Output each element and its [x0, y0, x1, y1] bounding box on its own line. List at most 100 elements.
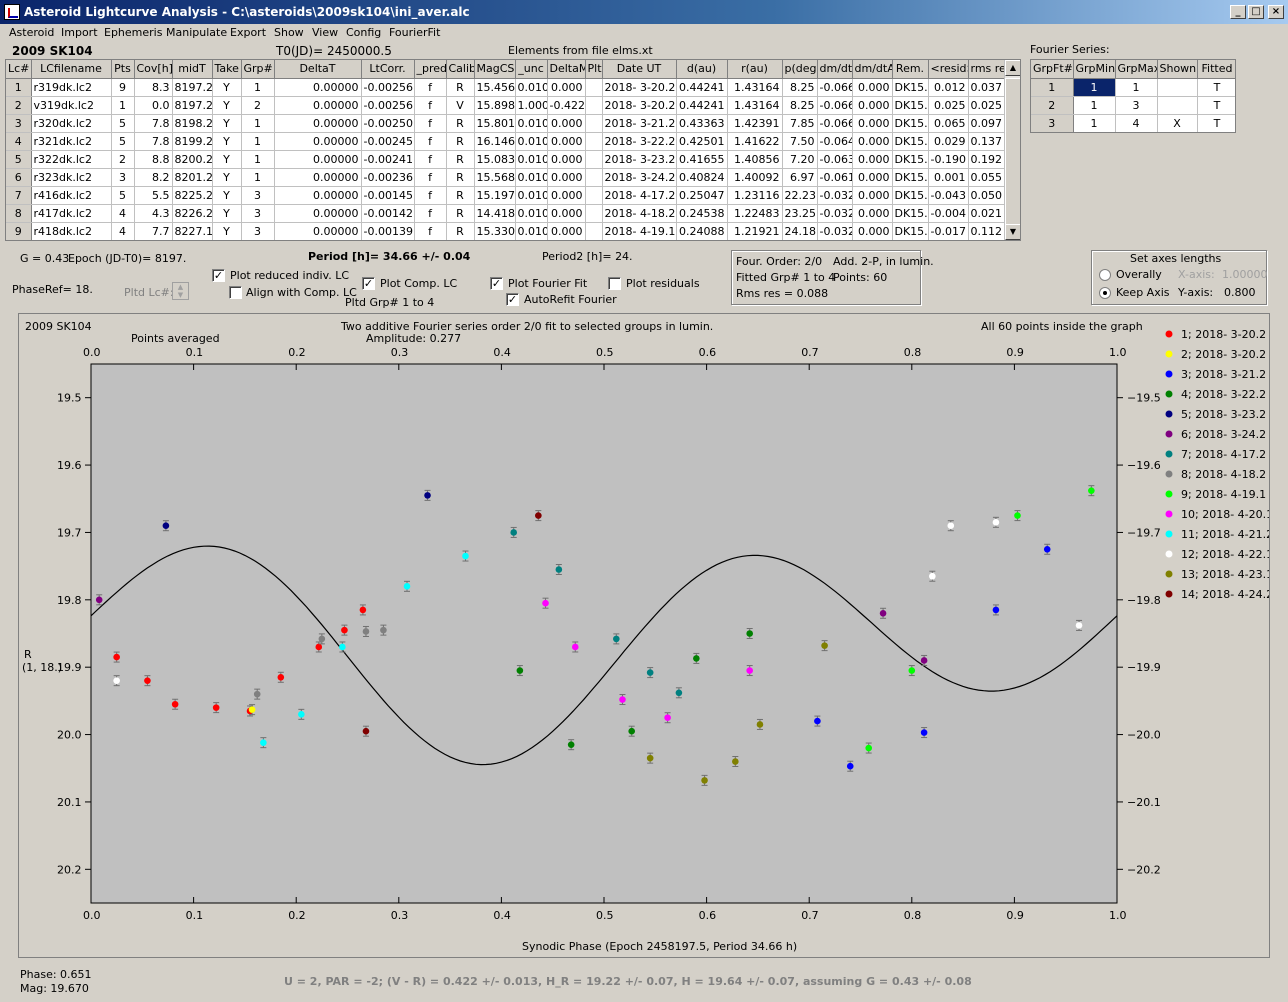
lc-cell[interactable]: 1.40856: [727, 150, 783, 169]
lc-cell[interactable]: 0.25047: [676, 186, 728, 205]
lc-cell[interactable]: 8.25: [782, 96, 818, 115]
lc-cell[interactable]: R: [446, 114, 475, 133]
lc-cell[interactable]: 22.23: [782, 186, 818, 205]
minimize-button[interactable]: _: [1230, 5, 1246, 19]
lc-cell[interactable]: 8198.2: [172, 114, 213, 133]
pltd-lc-spinner[interactable]: ▲ ▼: [172, 282, 189, 300]
lc-cell[interactable]: 14.418: [474, 204, 516, 223]
lc-cell[interactable]: R: [446, 168, 475, 187]
lc-col-header[interactable]: d(au): [676, 60, 728, 79]
scroll-down-icon[interactable]: ▼: [1005, 224, 1020, 240]
lc-cell[interactable]: 15.456: [474, 78, 516, 97]
lc-table-row[interactable]: 3 r320dk.lc2 5 7.8 8198.2 Y 1 0.00000 -0.00250 f R…: [6, 114, 1005, 133]
lc-cell[interactable]: -0.00145: [361, 186, 415, 205]
ft-cell[interactable]: 1: [1073, 78, 1116, 97]
menu-fourierfit[interactable]: FourierFit: [389, 26, 441, 39]
lc-cell[interactable]: r417dk.lc2: [31, 204, 112, 223]
lc-cell[interactable]: 4: [111, 222, 135, 240]
ft-cell[interactable]: [1157, 78, 1198, 97]
lc-cell[interactable]: Y: [212, 222, 242, 240]
ft-cell[interactable]: 1: [1115, 78, 1158, 97]
lc-cell[interactable]: 0.000: [852, 150, 893, 169]
lc-cell[interactable]: -0.017: [928, 222, 969, 240]
data-point[interactable]: [424, 492, 431, 499]
data-point[interactable]: [664, 714, 671, 722]
data-point[interactable]: [628, 727, 636, 735]
lc-cell[interactable]: [585, 186, 603, 205]
data-point[interactable]: [171, 700, 179, 708]
menu-ephemeris[interactable]: Ephemeris: [104, 26, 163, 39]
lc-cell[interactable]: 15.197: [474, 186, 516, 205]
lc-cell[interactable]: 0.000: [547, 222, 586, 240]
lc-cell[interactable]: 0.00000: [274, 204, 362, 223]
plot-comp-checkbox[interactable]: ✓: [362, 277, 375, 290]
lc-cell[interactable]: V: [446, 96, 475, 115]
lc-col-header[interactable]: Calib.: [446, 60, 475, 79]
lc-cell[interactable]: 4: [6, 132, 32, 151]
data-point[interactable]: [619, 696, 626, 703]
lc-cell[interactable]: 0.137: [968, 132, 1005, 151]
data-point[interactable]: [260, 739, 267, 746]
xaxis-value[interactable]: 1.00000: [1222, 268, 1268, 281]
lc-cell[interactable]: -0.00245: [361, 132, 415, 151]
lc-cell[interactable]: 23.25: [782, 204, 818, 223]
data-point[interactable]: [701, 777, 708, 784]
lc-cell[interactable]: 0.000: [547, 150, 586, 169]
lc-cell[interactable]: [585, 114, 603, 133]
lc-cell[interactable]: 6.97: [782, 168, 818, 187]
lc-cell[interactable]: 8201.2: [172, 168, 213, 187]
lc-cell[interactable]: 0.055: [968, 168, 1005, 187]
lc-cell[interactable]: 7.20: [782, 150, 818, 169]
lc-cell[interactable]: 0.41655: [676, 150, 728, 169]
lc-cell[interactable]: 0.00000: [274, 168, 362, 187]
lc-cell[interactable]: DK15...: [892, 114, 929, 133]
plot-reduced-checkbox[interactable]: ✓: [212, 269, 225, 282]
ft-cell[interactable]: 1: [1073, 96, 1116, 115]
lc-cell[interactable]: [585, 78, 603, 97]
lc-col-header[interactable]: Date UT: [602, 60, 677, 79]
lc-cell[interactable]: DK15...: [892, 168, 929, 187]
lc-cell[interactable]: 2018- 4-18.2: [602, 204, 677, 223]
lc-cell[interactable]: 5: [111, 114, 135, 133]
lc-cell[interactable]: r416dk.lc2: [31, 186, 112, 205]
data-point[interactable]: [113, 677, 120, 684]
data-point[interactable]: [1043, 545, 1051, 553]
lc-cell[interactable]: f: [414, 78, 447, 97]
lc-cell[interactable]: 0.000: [547, 204, 586, 223]
lc-col-header[interactable]: Take: [212, 60, 242, 79]
data-point[interactable]: [248, 706, 256, 713]
lc-cell[interactable]: 0.037: [968, 78, 1005, 97]
data-point[interactable]: [947, 522, 955, 529]
lc-col-header[interactable]: <resid>: [928, 60, 969, 79]
data-point[interactable]: [567, 741, 575, 748]
data-point[interactable]: [535, 512, 542, 519]
lc-cell[interactable]: f: [414, 186, 447, 205]
lc-cell[interactable]: 1: [241, 168, 275, 187]
lc-cell[interactable]: 1.40092: [727, 168, 783, 187]
lc-cell[interactable]: 0.000: [852, 114, 893, 133]
lc-cell[interactable]: R: [446, 222, 475, 240]
lc-cell[interactable]: 0.00000: [274, 150, 362, 169]
lc-cell[interactable]: -0.063: [817, 150, 853, 169]
lc-cell[interactable]: 5.5: [134, 186, 173, 205]
lc-cell[interactable]: 0.00000: [274, 222, 362, 240]
maximize-button[interactable]: □: [1248, 5, 1264, 19]
autorefit-checkbox[interactable]: ✓: [506, 293, 519, 306]
lc-cell[interactable]: -0.00236: [361, 168, 415, 187]
lc-cell[interactable]: 0.010: [515, 114, 548, 133]
data-point[interactable]: [362, 628, 370, 635]
data-point[interactable]: [814, 717, 821, 725]
data-point[interactable]: [865, 744, 873, 752]
lc-cell[interactable]: 1: [241, 78, 275, 97]
lc-cell[interactable]: f: [414, 114, 447, 133]
lc-col-header[interactable]: Cov[h]: [134, 60, 173, 79]
lc-cell[interactable]: -0.00256: [361, 96, 415, 115]
lc-cell[interactable]: 2: [6, 96, 32, 115]
lc-col-header[interactable]: Plt: [585, 60, 603, 79]
ft-cell[interactable]: 2: [1031, 96, 1074, 115]
lc-cell[interactable]: -0.043: [928, 186, 969, 205]
lc-table-row[interactable]: 1 r319dk.lc2 9 8.3 8197.2 Y 1 0.00000 -0.00256 f R…: [6, 78, 1005, 97]
lc-cell[interactable]: 7.50: [782, 132, 818, 151]
lc-cell[interactable]: [585, 132, 603, 151]
